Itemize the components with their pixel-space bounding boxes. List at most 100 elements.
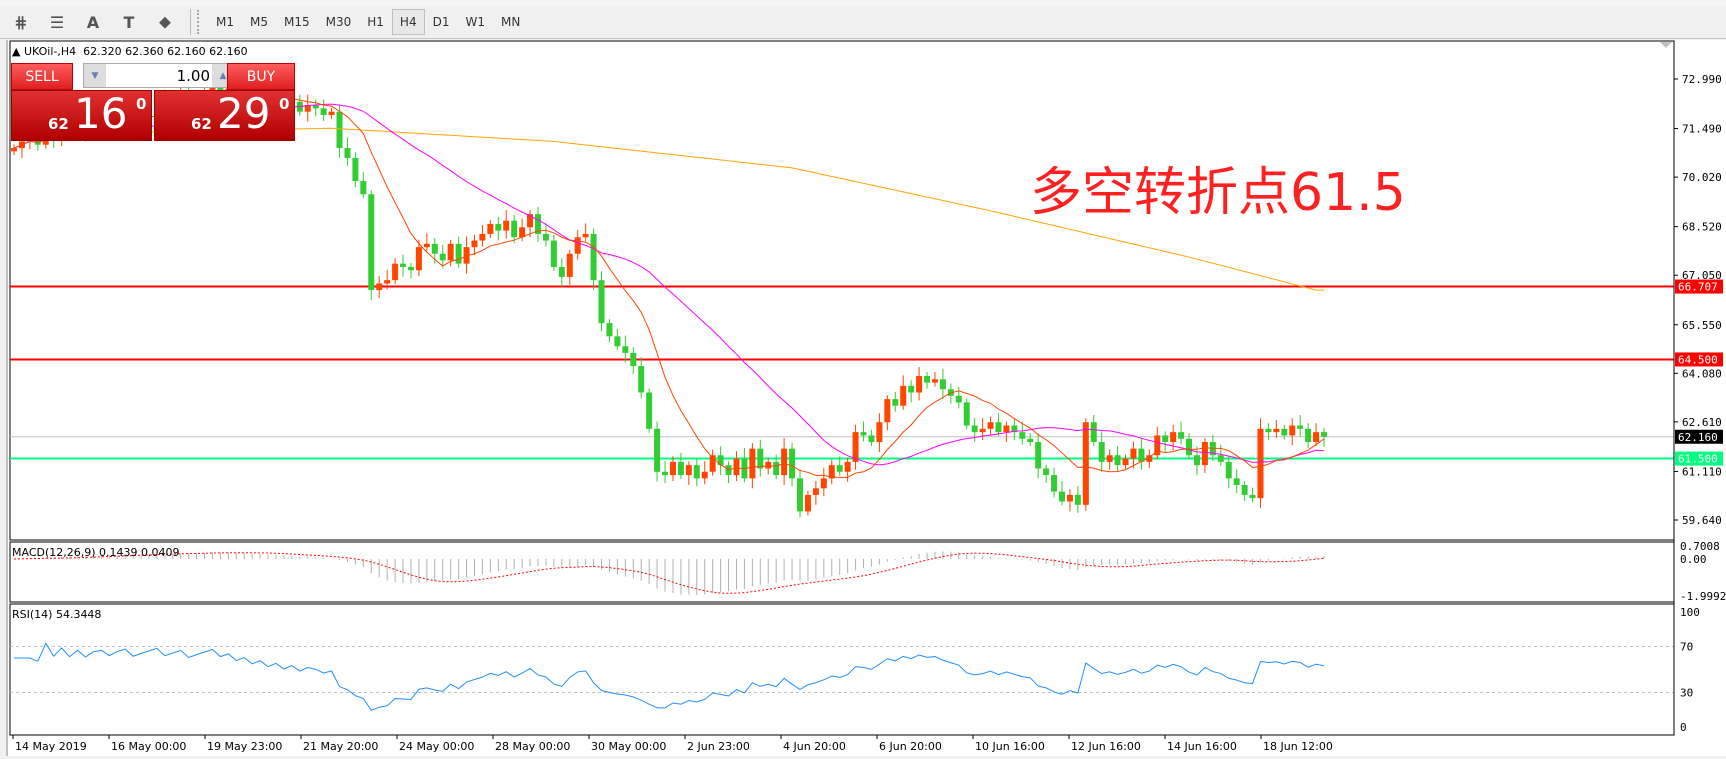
candle (638, 357, 645, 399)
timeframe-h1-button[interactable]: H1 (367, 15, 384, 29)
candle (971, 418, 978, 443)
candle (296, 94, 303, 116)
candle (995, 413, 1002, 437)
candle-body (924, 375, 931, 383)
chart-canvas[interactable]: 72.990 71.490 70.020 68.520 67.050 65.550 64.0… (8, 40, 1726, 756)
date-tick-label: 16 May 00:00 (111, 740, 186, 753)
candle-body (1122, 458, 1129, 466)
candle-body (1011, 425, 1018, 433)
candle-body (1257, 428, 1264, 499)
candle-body (622, 346, 629, 353)
candle (924, 372, 931, 389)
candle-body (820, 478, 827, 489)
candle (677, 452, 684, 480)
candle (725, 461, 732, 484)
candle (1114, 446, 1121, 472)
candle-body (376, 283, 383, 291)
price-tick-label: 64.080 (1682, 367, 1722, 380)
candle (773, 454, 780, 480)
collapse-triangle-icon[interactable]: ▲ (12, 45, 21, 58)
candles (11, 78, 1327, 518)
candle (1019, 421, 1026, 445)
candle-body (431, 243, 438, 254)
candle (884, 395, 891, 431)
sell-price-big-figure: 62 (48, 115, 69, 133)
candle-body (654, 428, 661, 472)
candle (812, 481, 819, 505)
rsi-panel-frame (9, 603, 1675, 736)
candle-body (995, 422, 1002, 433)
candle-body (1305, 428, 1312, 443)
candle-body (931, 379, 938, 383)
sell-price[interactable]: 62 16 0 (11, 89, 152, 141)
candle-body (1019, 432, 1026, 439)
timeframe-m1-button[interactable]: M1 (216, 15, 234, 29)
candle (900, 375, 907, 410)
candle-body (487, 224, 494, 234)
candle (868, 429, 875, 447)
candle (916, 367, 923, 401)
timeframe-h4-button[interactable]: H4 (391, 9, 425, 35)
candle-body (884, 399, 891, 423)
candle-body (352, 157, 359, 182)
candle (1051, 467, 1058, 498)
candle-body (400, 263, 407, 267)
buy-price-big-figure: 62 (191, 115, 212, 133)
timeframe-m30-button[interactable]: M30 (325, 15, 352, 29)
candle (844, 457, 851, 482)
timeframe-m15-button[interactable]: M15 (284, 15, 310, 29)
candle (1289, 418, 1296, 446)
candle-body (479, 233, 486, 241)
price-tick-label: 65.550 (1682, 319, 1722, 332)
candle-body (1178, 432, 1185, 439)
candle-body (463, 247, 470, 264)
indicators-icon[interactable]: ⋕ (14, 12, 28, 32)
price-tick-label: 61.110 (1682, 465, 1722, 478)
candle (535, 206, 541, 242)
candle (471, 234, 478, 256)
fibonacci-icon[interactable]: ☰ (49, 12, 65, 32)
timeframe-d1-button[interactable]: D1 (432, 15, 450, 29)
chart-annotation[interactable]: 多空转折点61.5 (1030, 163, 1406, 223)
timeframe-mn-button[interactable]: MN (500, 15, 521, 29)
candle-body (550, 240, 557, 267)
timeframe-w1-button[interactable]: W1 (465, 15, 485, 29)
text-icon[interactable]: A (86, 12, 100, 32)
candle-body (852, 432, 859, 462)
candle-body (955, 395, 962, 403)
buy-button[interactable]: BUY (227, 63, 295, 90)
arrows-icon[interactable]: ⬥ (159, 12, 171, 31)
timeframe-m5-button[interactable]: M5 (250, 15, 268, 29)
candle (1011, 418, 1018, 441)
candle-body (511, 220, 518, 238)
candle (1138, 438, 1145, 470)
lot-decrease-icon[interactable]: ▼ (84, 64, 106, 87)
candle (1130, 441, 1137, 469)
candle-body (582, 233, 589, 238)
date-tick-label: 6 Jun 20:00 (879, 740, 942, 753)
candle (646, 388, 653, 433)
candle-body (709, 455, 716, 472)
candle-body (1233, 478, 1240, 485)
candle-body (987, 422, 994, 429)
candle (558, 258, 565, 287)
date-tick-label: 21 May 20:00 (303, 740, 378, 753)
candle-body (868, 435, 875, 443)
lot-size-input[interactable]: ▼ 1.00 ▲ (83, 63, 235, 88)
lot-value[interactable]: 1.00 (176, 67, 210, 85)
level-label: 61.500 (1678, 453, 1718, 466)
candle-body (733, 458, 740, 476)
candle (1305, 423, 1312, 448)
chart-window[interactable]: 72.990 71.490 70.020 68.520 67.050 65.550 64.0… (6, 40, 1726, 756)
candle-body (638, 366, 645, 393)
text-label-icon[interactable]: T (123, 12, 135, 32)
toolbar-grip[interactable] (197, 10, 202, 34)
sell-button[interactable]: SELL (11, 63, 73, 90)
candle-body (1138, 448, 1145, 462)
buy-price[interactable]: 62 29 0 (154, 89, 295, 141)
candle-body (336, 111, 343, 149)
candle-body (677, 461, 684, 476)
candle (789, 443, 796, 487)
candle-body (566, 253, 573, 277)
candle (717, 446, 724, 476)
